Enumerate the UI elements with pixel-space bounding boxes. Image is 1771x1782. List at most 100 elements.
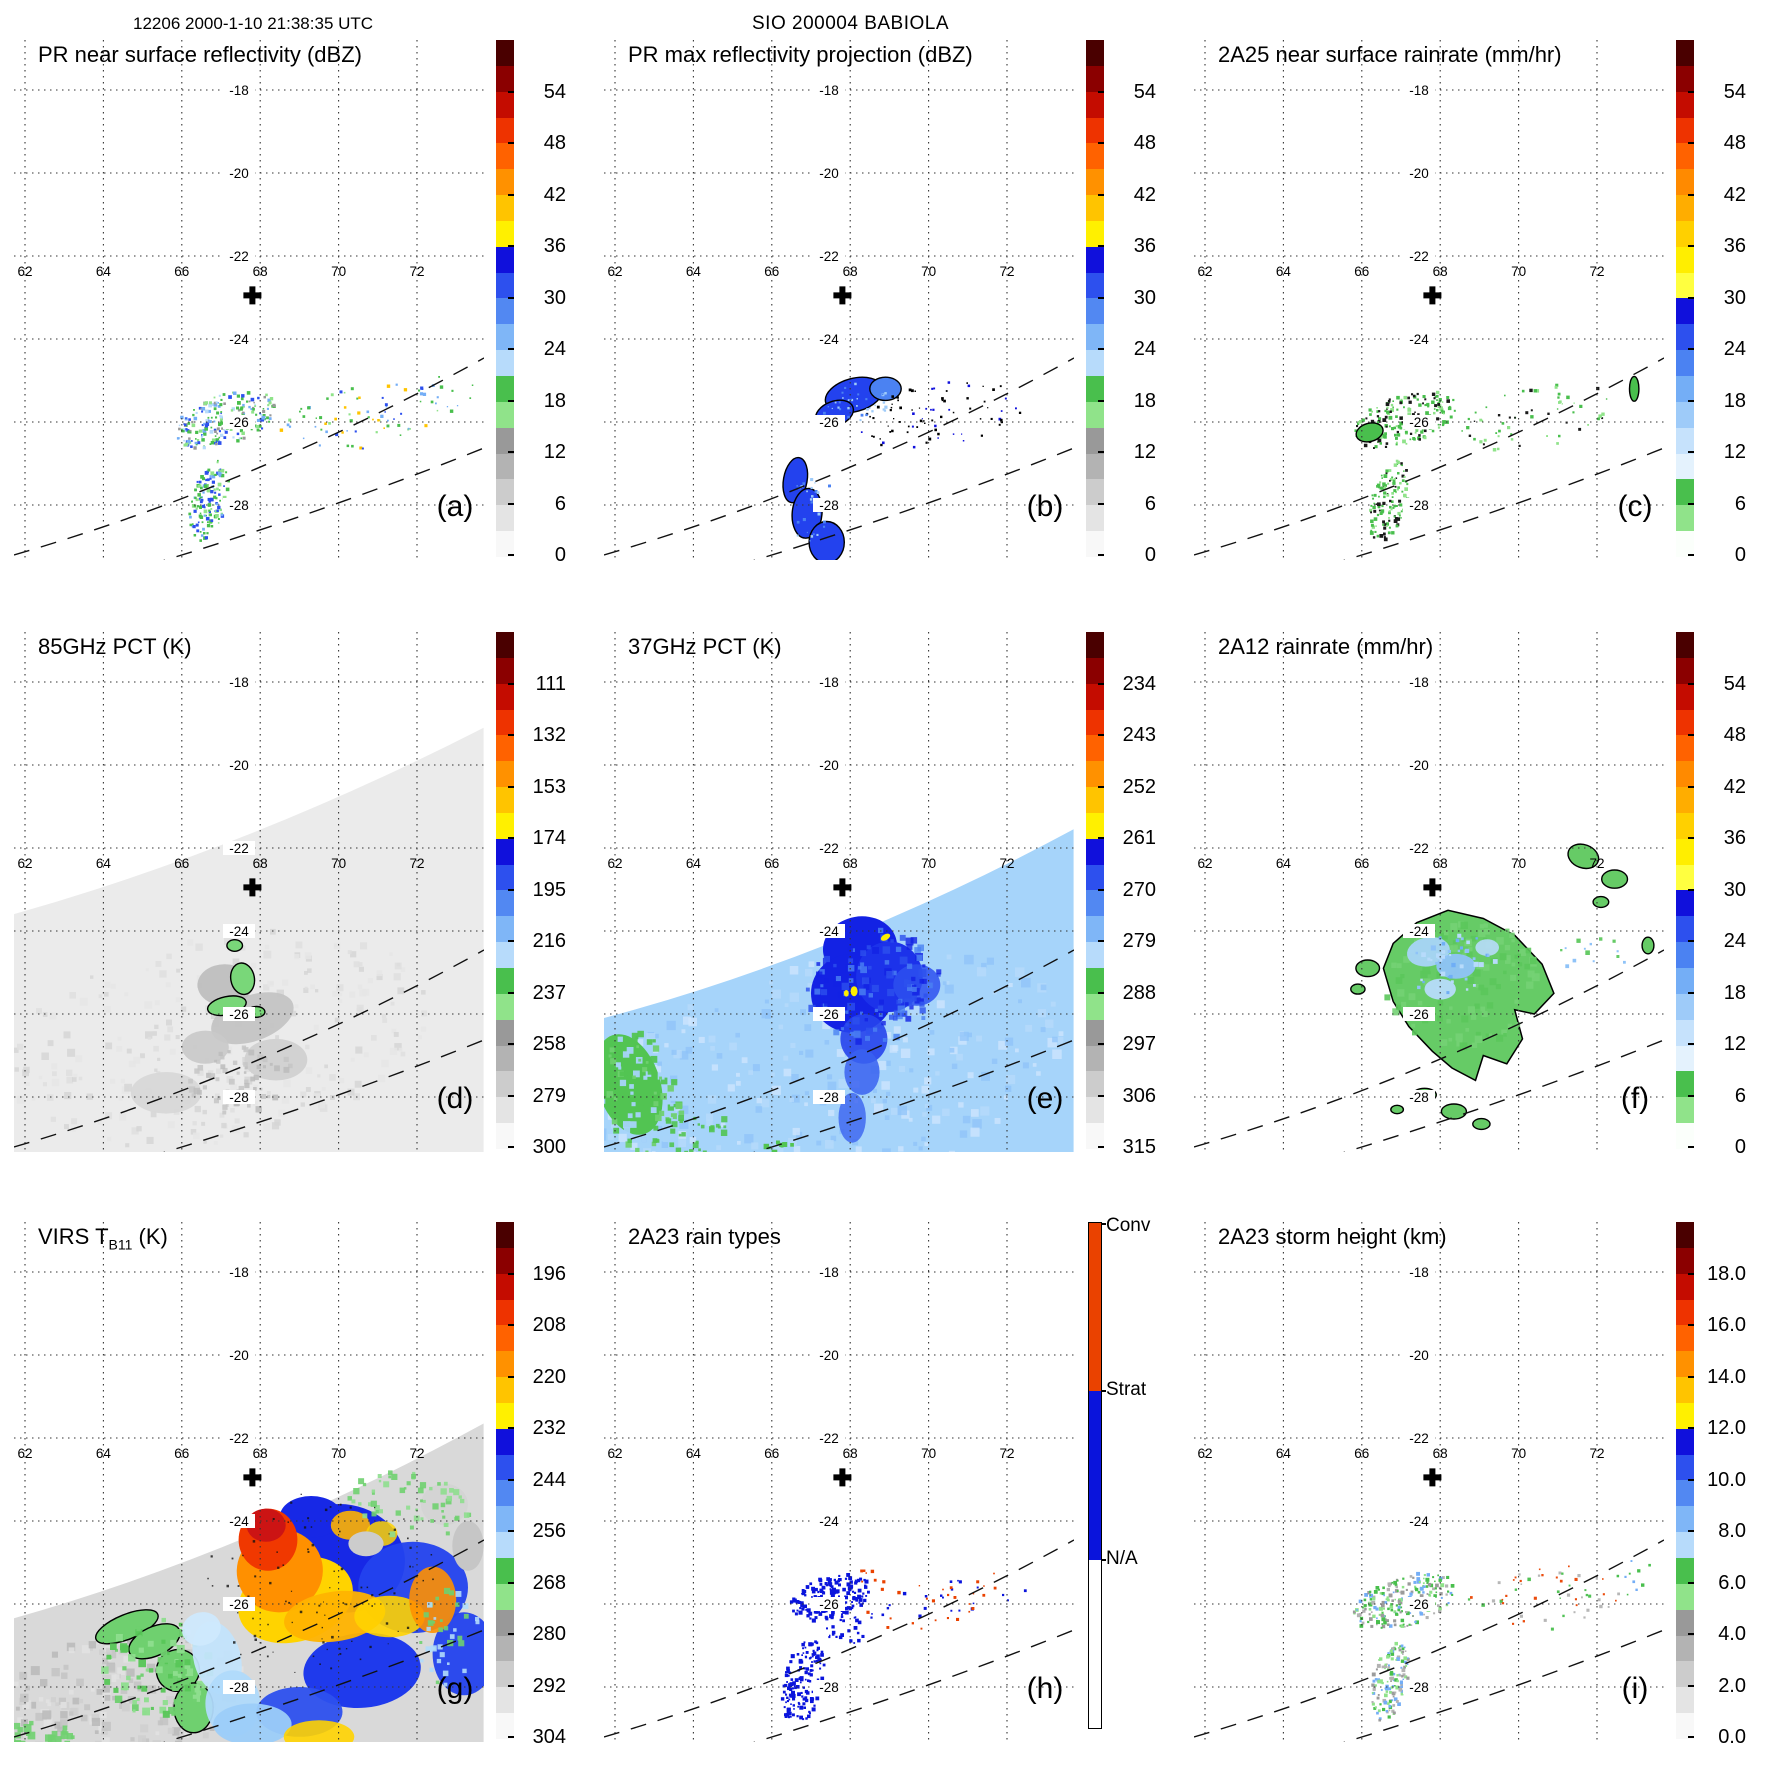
colorbar-tick-label: 304 — [514, 1726, 566, 1749]
svg-text:-20: -20 — [819, 1348, 839, 1363]
colorbar-tick-mark — [508, 91, 514, 93]
colorbar-tick-label: 36 — [1104, 235, 1156, 258]
svg-text:68: 68 — [253, 856, 268, 871]
colorbar-tick-label: 261 — [1104, 827, 1156, 850]
colorbar-tick-label: 18.0 — [1694, 1263, 1746, 1286]
colorbar-tick-label: 6 — [1694, 493, 1746, 516]
colorbar-tick-mark — [508, 503, 514, 505]
svg-text:66: 66 — [764, 856, 779, 871]
colorbar-tick-mark — [1688, 194, 1694, 196]
svg-text:64: 64 — [1276, 264, 1292, 279]
svg-text:66: 66 — [1354, 856, 1369, 871]
svg-text:-26: -26 — [1409, 1007, 1429, 1022]
colorbar-tick-label: 18 — [1694, 390, 1746, 413]
colorbar-tick-label: 48 — [1104, 132, 1156, 155]
svg-text:-18: -18 — [1409, 675, 1429, 690]
svg-text:-26: -26 — [1409, 1597, 1429, 1612]
colorbar-tick-label: 36 — [1694, 235, 1746, 258]
colorbar-tick-label: 256 — [514, 1520, 566, 1543]
panel-e-letter: (e) — [1015, 1082, 1075, 1116]
colorbar-tick-label: 48 — [514, 132, 566, 155]
svg-text:-22: -22 — [1409, 249, 1429, 264]
colorbar-tick-label: 54 — [1694, 81, 1746, 104]
colorbar-tick-mark — [1098, 683, 1104, 685]
svg-text:-28: -28 — [819, 1090, 839, 1105]
svg-text:-28: -28 — [229, 1090, 249, 1105]
svg-text:62: 62 — [17, 1446, 32, 1461]
svg-text:-28: -28 — [819, 1680, 839, 1695]
colorbar-tick-label: 12.0 — [1694, 1417, 1746, 1440]
colorbar-tick-mark — [1688, 554, 1694, 556]
svg-text:64: 64 — [1276, 1446, 1292, 1461]
colorbar-tick-mark — [1688, 786, 1694, 788]
colorbar-tick-mark — [508, 194, 514, 196]
colorbar-tick-label: 0 — [1694, 544, 1746, 567]
svg-text:-26: -26 — [1409, 415, 1429, 430]
svg-text:72: 72 — [999, 856, 1014, 871]
svg-text:-24: -24 — [1409, 332, 1429, 347]
colorbar-tick-mark — [1098, 889, 1104, 891]
colorbar-tick-label: 10.0 — [1694, 1469, 1746, 1492]
panel-i-letter: (i) — [1605, 1672, 1665, 1706]
colorbar-tick-mark — [508, 940, 514, 942]
colorbar-tick-mark — [1098, 554, 1104, 556]
panel-f-title: 2A12 rainrate (mm/hr) — [1218, 634, 1433, 662]
colorbar-tick-label: 30 — [1694, 879, 1746, 902]
colorbar-tick-label: 42 — [514, 184, 566, 207]
colorbar-tick-mark — [1688, 451, 1694, 453]
colorbar-tick-mark — [508, 1043, 514, 1045]
colorbar-tick-mark — [1688, 1530, 1694, 1532]
colorbar-tick-label: 208 — [514, 1314, 566, 1337]
colorbar-tick-mark — [508, 1095, 514, 1097]
colorbar-tick-mark — [508, 889, 514, 891]
colorbar-tick-mark — [508, 297, 514, 299]
svg-text:-24: -24 — [1409, 1514, 1429, 1529]
svg-text:62: 62 — [1197, 1446, 1212, 1461]
colorbar-tick-mark — [1688, 1043, 1694, 1045]
colorbar-tick-mark — [508, 734, 514, 736]
colorbar-tick-label: 12 — [514, 441, 566, 464]
svg-text:-24: -24 — [1409, 924, 1429, 939]
svg-text:-22: -22 — [229, 1431, 249, 1446]
colorbar-tick-mark — [1688, 1582, 1694, 1584]
colorbar-tick-mark — [1688, 1685, 1694, 1687]
svg-text:-26: -26 — [819, 415, 839, 430]
svg-text:64: 64 — [1276, 856, 1292, 871]
colorbar-tick-mark — [1688, 1633, 1694, 1635]
svg-text:72: 72 — [1589, 856, 1604, 871]
colorbar-tick-label: 12 — [1694, 1033, 1746, 1056]
svg-text:-20: -20 — [1409, 758, 1429, 773]
colorbar-tick-label: 16.0 — [1694, 1314, 1746, 1337]
svg-text:-24: -24 — [819, 1514, 839, 1529]
colorbar-tick-mark — [508, 1427, 514, 1429]
svg-text:66: 66 — [174, 264, 189, 279]
colorbar-tick-mark — [1688, 1736, 1694, 1738]
colorbar-tick-mark — [508, 786, 514, 788]
colorbar-tick-label: 300 — [514, 1136, 566, 1159]
colorbar-tick-label: 14.0 — [1694, 1366, 1746, 1389]
colorbar-tick-mark — [508, 400, 514, 402]
colorbar-tick-mark — [1688, 503, 1694, 505]
colorbar-tick-label: 24 — [1694, 338, 1746, 361]
svg-text:62: 62 — [17, 856, 32, 871]
colorbar-tick-mark — [508, 683, 514, 685]
panel-c-title: 2A25 near surface rainrate (mm/hr) — [1218, 42, 1562, 70]
svg-text:70: 70 — [921, 1446, 936, 1461]
svg-text:-24: -24 — [229, 332, 249, 347]
colorbar-tick-mark — [1098, 194, 1104, 196]
colorbar-tick-mark — [1688, 1273, 1694, 1275]
raintype-label-strat: Strat — [1106, 1379, 1146, 1401]
svg-text:70: 70 — [921, 856, 936, 871]
colorbar-tick-label: 54 — [1104, 81, 1156, 104]
panel-d-title: 85GHz PCT (K) — [38, 634, 192, 662]
colorbar-tick-label: 42 — [1104, 184, 1156, 207]
svg-text:-22: -22 — [819, 249, 839, 264]
colorbar-tick-mark — [508, 245, 514, 247]
colorbar-tick-mark — [1688, 297, 1694, 299]
colorbar-tick-mark — [1688, 1095, 1694, 1097]
svg-text:-22: -22 — [819, 1431, 839, 1446]
